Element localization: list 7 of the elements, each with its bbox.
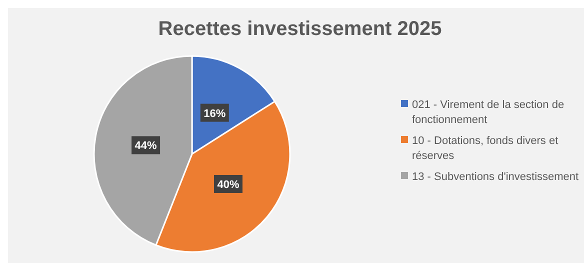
- legend-label: 10 - Dotations, fonds divers et réserves: [412, 135, 558, 162]
- data-label: 16%: [204, 108, 226, 120]
- data-label: 44%: [134, 140, 158, 152]
- legend-label: 021 - Virement de la section de fonctionnement: [412, 99, 564, 126]
- legend-label: 13 - Subventions d'investissement: [412, 171, 579, 183]
- chart-title: Recettes investissement 2025: [158, 18, 442, 40]
- data-label: 40%: [217, 178, 240, 191]
